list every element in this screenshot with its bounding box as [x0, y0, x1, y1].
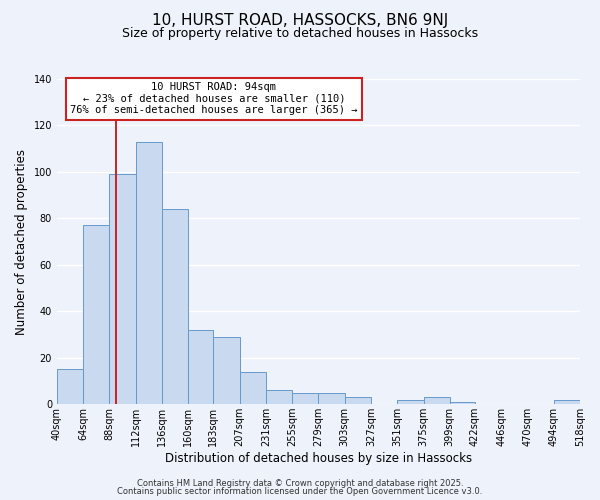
Bar: [162, 209, 188, 404]
Bar: [397, 400, 424, 404]
X-axis label: Distribution of detached houses by size in Hassocks: Distribution of detached houses by size …: [165, 452, 472, 465]
Bar: [424, 397, 450, 404]
Bar: [109, 174, 136, 404]
Bar: [450, 402, 475, 404]
Bar: [292, 392, 319, 404]
Bar: [188, 330, 214, 404]
Bar: [266, 390, 292, 404]
Y-axis label: Number of detached properties: Number of detached properties: [15, 148, 28, 334]
Bar: [83, 226, 109, 404]
Bar: [214, 337, 239, 404]
Text: Contains public sector information licensed under the Open Government Licence v3: Contains public sector information licen…: [118, 487, 482, 496]
Bar: [57, 370, 83, 404]
Bar: [319, 392, 345, 404]
Bar: [136, 142, 162, 404]
Bar: [345, 397, 371, 404]
Text: 10 HURST ROAD: 94sqm
← 23% of detached houses are smaller (110)
76% of semi-deta: 10 HURST ROAD: 94sqm ← 23% of detached h…: [70, 82, 358, 116]
Text: 10, HURST ROAD, HASSOCKS, BN6 9NJ: 10, HURST ROAD, HASSOCKS, BN6 9NJ: [152, 12, 448, 28]
Text: Size of property relative to detached houses in Hassocks: Size of property relative to detached ho…: [122, 28, 478, 40]
Bar: [239, 372, 266, 404]
Text: Contains HM Land Registry data © Crown copyright and database right 2025.: Contains HM Land Registry data © Crown c…: [137, 478, 463, 488]
Bar: [554, 400, 580, 404]
